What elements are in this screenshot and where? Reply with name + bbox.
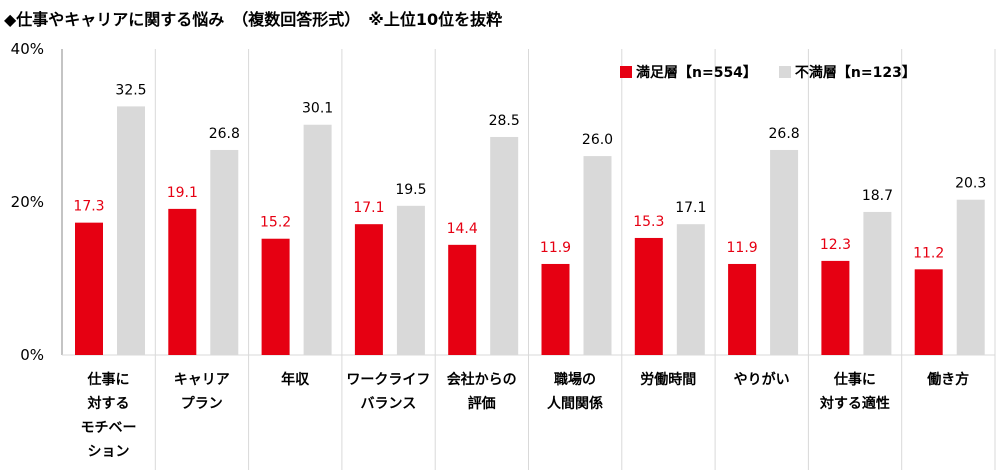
bar-satisfied — [261, 238, 290, 355]
data-label: 26.8 — [769, 126, 800, 142]
category-label-line: キャリア — [173, 372, 230, 388]
category-label-line: やりがい — [733, 372, 790, 388]
legend: 満足層【n=554】 不満層【n=123】 — [620, 62, 916, 82]
bar-dissatisfied — [210, 149, 239, 355]
category-label: 働き方 — [902, 368, 995, 392]
y-tick-label: 20% — [11, 193, 44, 211]
data-label: 26.0 — [582, 132, 613, 148]
category-label: 労働時間 — [622, 368, 715, 392]
category-label: 職場の 人間関係 — [529, 368, 622, 416]
category-label-line: 人間関係 — [547, 396, 603, 412]
bar-satisfied — [821, 260, 850, 355]
data-label: 17.1 — [675, 200, 706, 216]
category-label: 年収 — [249, 368, 342, 392]
category-label: 仕事に対するモチベーション — [62, 368, 155, 464]
category-label-line: 働き方 — [927, 372, 970, 388]
data-label: 15.3 — [633, 214, 664, 230]
category-label-line: プラン — [180, 396, 223, 412]
legend-item: 満足層【n=554】 — [620, 62, 757, 82]
bar-dissatisfied — [396, 205, 425, 355]
bar-dissatisfied — [863, 211, 892, 355]
data-label: 32.5 — [115, 82, 146, 98]
category-label-line: 年収 — [281, 372, 310, 388]
bar-satisfied — [634, 237, 663, 355]
category-label: 会社からの 評価 — [435, 368, 528, 416]
data-label: 17.1 — [353, 200, 384, 216]
data-label: 28.5 — [489, 113, 520, 129]
category-label: ワークライフ バランス — [342, 368, 435, 416]
category-label: やりがい — [715, 368, 808, 392]
bar-dissatisfied — [583, 156, 612, 355]
bar-dissatisfied — [303, 124, 332, 355]
bar-satisfied — [541, 263, 570, 355]
bar-satisfied — [75, 222, 103, 355]
category-label-line: 職場の — [554, 372, 596, 388]
legend-swatch — [620, 66, 632, 78]
category-label-line: モチベー — [80, 420, 137, 436]
data-label: 11.9 — [540, 240, 571, 256]
bar-dissatisfied — [490, 136, 519, 355]
category-label-line: 対する — [87, 396, 130, 412]
category-label-line: 仕事に — [833, 372, 876, 388]
bar-dissatisfied — [770, 149, 799, 355]
category-label-line: 会社からの — [446, 372, 517, 388]
chart-title: ◆仕事やキャリアに関する悩み （複数回答形式） ※上位10位を抜粋 — [4, 10, 503, 29]
data-label: 14.4 — [447, 221, 478, 237]
data-label: 30.1 — [302, 101, 333, 117]
bar-satisfied — [448, 244, 477, 355]
category-label: 仕事に 対する適性 — [808, 368, 901, 416]
category-label-line: 仕事に — [87, 372, 130, 388]
category-label-line: 評価 — [467, 396, 496, 412]
category-label-line: ワークライフ — [346, 372, 431, 388]
category-label-line: ション — [87, 444, 130, 460]
category-label-line: 労働時間 — [640, 372, 697, 388]
data-label: 19.1 — [167, 185, 198, 201]
y-tick-label: 40% — [11, 40, 44, 58]
data-label: 17.3 — [73, 199, 104, 215]
bar-dissatisfied — [956, 199, 985, 355]
data-label: 11.2 — [913, 245, 944, 261]
category-label-line: 対する適性 — [819, 396, 890, 412]
category-label: キャリア プラン — [155, 368, 248, 416]
legend-item: 不満層【n=123】 — [778, 62, 916, 82]
data-label: 18.7 — [862, 188, 893, 204]
bar-satisfied — [728, 263, 757, 355]
data-label: 26.8 — [209, 126, 240, 142]
category-label-line: バランス — [360, 396, 417, 412]
data-label: 15.2 — [260, 215, 291, 231]
data-label: 11.9 — [727, 240, 758, 256]
y-tick-label: 0% — [20, 346, 44, 364]
data-label: 19.5 — [395, 182, 426, 198]
bar-satisfied — [354, 224, 383, 355]
data-label: 12.3 — [820, 237, 851, 253]
data-label: 20.3 — [955, 176, 986, 192]
legend-label: 満足層【n=554】 — [636, 65, 757, 81]
bar-dissatisfied — [117, 106, 145, 355]
legend-swatch — [778, 66, 791, 78]
bar-dissatisfied — [676, 224, 705, 355]
bar-satisfied — [168, 208, 197, 355]
legend-label: 不満層【n=123】 — [794, 65, 916, 81]
bar-satisfied — [914, 269, 943, 355]
